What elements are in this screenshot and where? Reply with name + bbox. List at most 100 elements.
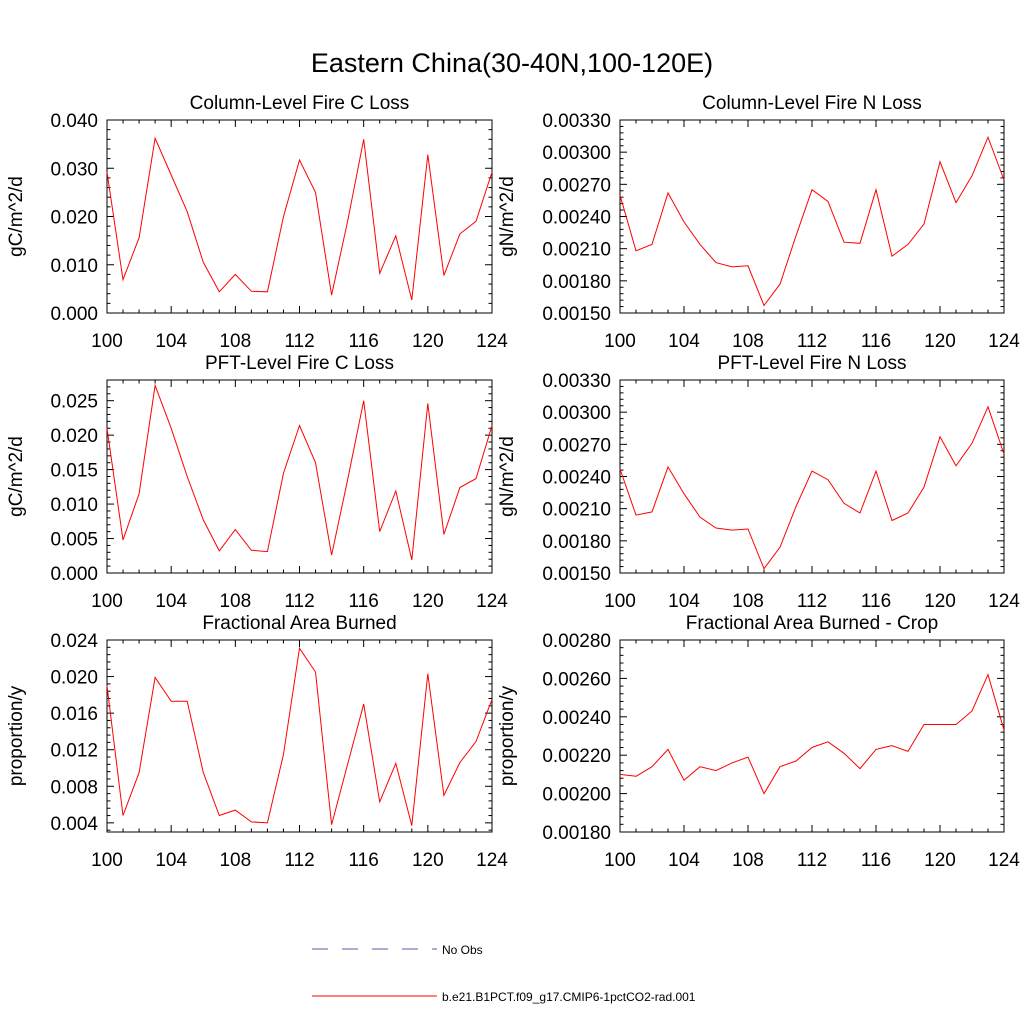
x-tick-label: 104: [668, 591, 700, 612]
y-tick-label: 0.030: [50, 159, 98, 180]
y-tick-label: 0.00150: [542, 564, 611, 585]
y-tick-label: 0.012: [50, 741, 98, 762]
y-axis-label: gN/m^2/d: [497, 176, 518, 257]
chart-panel-5: Fractional Area Burned proportion/y 100 104…: [6, 613, 508, 871]
x-tick-label: 100: [604, 850, 636, 871]
y-tick-label: 0.016: [50, 704, 98, 725]
x-tick-label: 104: [155, 850, 187, 871]
figure-title: Eastern China(30-40N,100-120E): [311, 48, 713, 78]
chart-panel-4: PFT-Level Fire N Loss gN/m^2/d 100 104 108 11…: [497, 353, 1020, 612]
x-tick-label: 124: [476, 591, 508, 612]
panel-title: PFT-Level Fire N Loss: [718, 353, 907, 374]
x-tick-label: 104: [155, 331, 187, 352]
x-tick-label: 112: [284, 331, 314, 352]
series-line: [106, 136, 493, 301]
x-tick-label: 100: [91, 331, 123, 352]
y-axis-label: gN/m^2/d: [497, 436, 518, 517]
legend: No Obs b.e21.B1PCT.f09_g17.CMIP6-1pctCO2-…: [312, 943, 696, 1004]
legend-label: No Obs: [442, 943, 483, 957]
x-tick-label: 120: [924, 591, 956, 612]
plot-frame: [619, 639, 1005, 833]
panel-title: PFT-Level Fire C Loss: [205, 353, 394, 374]
x-tick-label: 108: [732, 850, 764, 871]
y-tick-label: 0.00210: [542, 240, 611, 261]
chart-panel-3: PFT-Level Fire C Loss gC/m^2/d 100 104 108 11…: [6, 353, 508, 612]
x-tick-label: 120: [924, 850, 956, 871]
x-tick-label: 104: [155, 591, 187, 612]
x-tick-label: 116: [349, 331, 379, 352]
x-tick-label: 124: [476, 331, 508, 352]
x-tick-label: 112: [797, 850, 827, 871]
y-tick-label: 0.005: [50, 530, 98, 551]
x-tick-label: 116: [861, 591, 891, 612]
series-line: [619, 673, 1005, 795]
panel-title: Column-Level Fire C Loss: [190, 93, 410, 114]
y-axis-label: proportion/y: [6, 685, 27, 786]
x-tick-label: 124: [988, 850, 1020, 871]
x-tick-label: 120: [412, 591, 444, 612]
chart-panel-6: Fractional Area Burned - Crop proportion/…: [497, 613, 1020, 871]
x-tick-label: 112: [797, 591, 827, 612]
y-tick-label: 0.00240: [542, 468, 611, 489]
x-tick-label: 120: [924, 331, 956, 352]
x-tick-label: 112: [284, 850, 314, 871]
y-tick-label: 0.00280: [542, 631, 611, 652]
y-axis-label: gC/m^2/d: [6, 436, 27, 517]
y-tick-label: 0.00180: [542, 823, 611, 844]
y-tick-label: 0.010: [50, 256, 98, 277]
y-tick-label: 0.00270: [542, 175, 611, 196]
chart-panel-1: Column-Level Fire C Loss gC/m^2/d 100 104 10…: [6, 93, 508, 352]
x-tick-label: 100: [91, 591, 123, 612]
x-tick-label: 112: [797, 331, 827, 352]
y-tick-label: 0.010: [50, 495, 98, 516]
series-line: [619, 135, 1005, 307]
x-tick-label: 108: [219, 850, 251, 871]
plot-frame: [106, 379, 493, 574]
y-tick-label: 0.008: [50, 777, 98, 798]
y-tick-label: 0.040: [50, 111, 98, 132]
x-tick-label: 120: [412, 850, 444, 871]
panels: Column-Level Fire C Loss gC/m^2/d 100 104 10…: [6, 93, 1020, 871]
x-tick-label: 124: [988, 331, 1020, 352]
plot-frame: [619, 119, 1005, 314]
y-tick-label: 0.00180: [542, 272, 611, 293]
x-tick-label: 116: [861, 850, 891, 871]
x-tick-label: 124: [988, 591, 1020, 612]
y-tick-label: 0.00150: [542, 304, 611, 325]
y-tick-label: 0.00300: [542, 403, 611, 424]
x-tick-label: 100: [604, 331, 636, 352]
y-tick-label: 0.00220: [542, 746, 611, 767]
x-tick-label: 108: [732, 331, 764, 352]
y-tick-label: 0.00240: [542, 208, 611, 229]
plot-frame: [106, 119, 493, 314]
x-tick-label: 116: [349, 850, 379, 871]
x-tick-label: 116: [349, 591, 379, 612]
y-tick-label: 0.025: [50, 392, 98, 413]
y-tick-label: 0.00200: [542, 785, 611, 806]
x-tick-label: 108: [219, 591, 251, 612]
y-tick-label: 0.00270: [542, 435, 611, 456]
y-tick-label: 0.00260: [542, 669, 611, 690]
series-line: [106, 383, 493, 561]
y-tick-label: 0.015: [50, 461, 98, 482]
x-tick-label: 104: [668, 331, 700, 352]
y-tick-label: 0.00330: [542, 371, 611, 392]
y-tick-label: 0.000: [50, 564, 98, 585]
y-tick-label: 0.00210: [542, 500, 611, 521]
y-tick-label: 0.024: [50, 631, 98, 652]
panel-title: Fractional Area Burned: [202, 613, 396, 634]
x-tick-label: 124: [476, 850, 508, 871]
y-tick-label: 0.00300: [542, 143, 611, 164]
y-axis-label: gC/m^2/d: [6, 176, 27, 257]
x-tick-label: 104: [668, 850, 700, 871]
panel-title: Column-Level Fire N Loss: [702, 93, 922, 114]
y-tick-label: 0.020: [50, 426, 98, 447]
x-tick-label: 120: [412, 331, 444, 352]
y-tick-label: 0.00330: [542, 111, 611, 132]
x-tick-label: 108: [732, 591, 764, 612]
x-tick-label: 108: [219, 331, 251, 352]
y-tick-label: 0.00240: [542, 708, 611, 729]
y-axis-label: proportion/y: [497, 685, 518, 786]
x-tick-label: 100: [604, 591, 636, 612]
y-tick-label: 0.020: [50, 668, 98, 689]
